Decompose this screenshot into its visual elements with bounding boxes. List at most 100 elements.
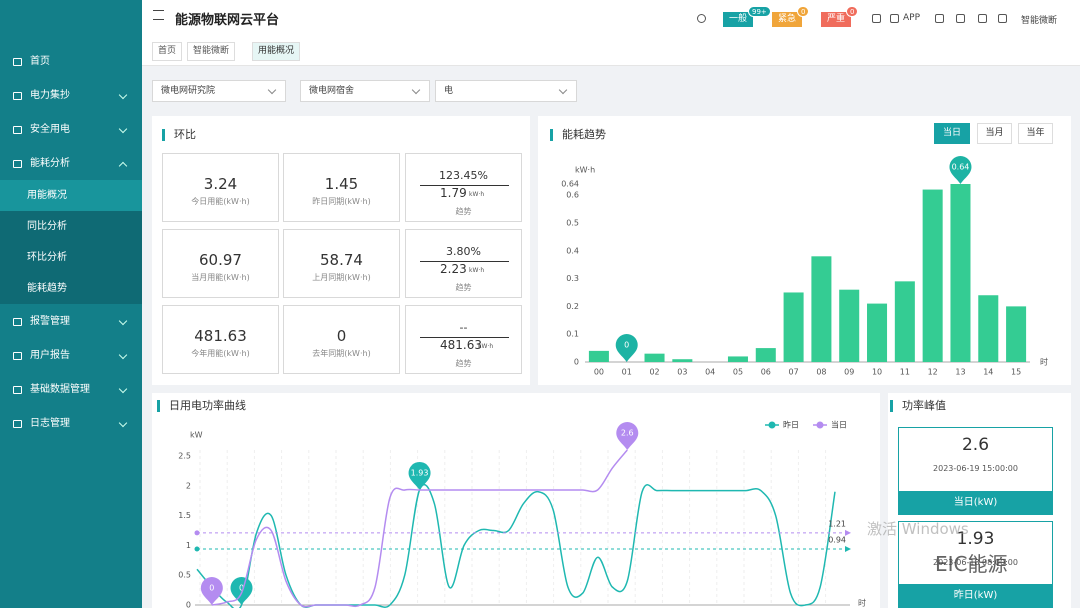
- filter-select[interactable]: 微电网宿舍: [300, 80, 430, 102]
- stat-label: 上月同期(kW·h): [312, 273, 371, 282]
- menu-icon: [13, 352, 22, 360]
- toolbar-icon[interactable]: [978, 14, 987, 23]
- peak-time: 2023-06-19 15:00:00: [933, 464, 1018, 473]
- toolbar-icon[interactable]: [890, 14, 899, 23]
- y-tick-label: 0: [186, 601, 191, 608]
- x-tick-label: 09: [844, 368, 854, 377]
- range-button[interactable]: 当日: [934, 123, 970, 144]
- y-unit: kW·h: [575, 166, 595, 175]
- panel-title: 能耗趋势: [550, 129, 606, 141]
- panel-title: 环比: [162, 129, 196, 141]
- stat-label: 今年用能(kW·h): [191, 349, 250, 358]
- menu-item[interactable]: 用户报告: [0, 340, 142, 372]
- stat-value: 58.74: [320, 251, 363, 269]
- menu-item[interactable]: 日志管理: [0, 408, 142, 440]
- data-pin: [949, 156, 972, 184]
- divider: [420, 185, 509, 186]
- menu-item[interactable]: 基础数据管理: [0, 374, 142, 406]
- y-tick-label: 2.5: [178, 452, 191, 461]
- toolbar-icon[interactable]: [956, 14, 965, 23]
- data-pin: [408, 461, 431, 490]
- panel-title: 功率峰值: [890, 400, 946, 412]
- toolbar-icon[interactable]: [872, 14, 881, 23]
- tab[interactable]: 智能微断: [187, 42, 236, 61]
- x-unit: 时: [1040, 357, 1048, 367]
- menu-item[interactable]: 安全用电: [0, 114, 142, 146]
- bar: [894, 281, 915, 362]
- bar: [922, 189, 943, 362]
- average-label: 0.94: [828, 535, 846, 544]
- stat-value: 3.24: [203, 175, 238, 193]
- x-tick-label: 03: [677, 368, 687, 377]
- trend-card: 123.45% 1.79 kW·h 趋势: [405, 153, 522, 222]
- menu-icon: [13, 92, 22, 100]
- x-tick-label: 04: [705, 368, 715, 377]
- bar: [978, 295, 999, 362]
- trend-card: -- 481.63 kW·h 趋势: [405, 305, 522, 374]
- x-tick-label: 12: [928, 368, 938, 377]
- x-tick-label: 08: [816, 368, 826, 377]
- x-tick-label: 07: [789, 368, 799, 377]
- bar: [672, 359, 693, 362]
- y-tick-label: 0.5: [566, 218, 579, 227]
- power-panel: [152, 393, 880, 608]
- chevron: [267, 85, 277, 95]
- peak-card: 1.93 2023-06-18 08:00:00 昨日(kW): [898, 521, 1053, 608]
- bar: [727, 356, 748, 362]
- x-tick-label: 15: [1011, 368, 1021, 377]
- x-tick-label: 00: [594, 368, 604, 377]
- peak-label: 当日(kW): [899, 491, 1052, 515]
- menu-item[interactable]: 电力集抄: [0, 80, 142, 112]
- bar: [867, 303, 888, 362]
- menu-item[interactable]: 报警管理: [0, 306, 142, 338]
- user-name[interactable]: 智能微断: [1021, 16, 1058, 26]
- menu-item[interactable]: 首页: [0, 46, 142, 78]
- x-tick-label: 05: [733, 368, 743, 377]
- tab[interactable]: 首页: [152, 42, 183, 61]
- stat-value: 0: [336, 327, 347, 345]
- menu-item[interactable]: 能耗分析: [0, 148, 142, 180]
- toolbar-icon[interactable]: [998, 14, 1007, 23]
- submenu-item[interactable]: 环比分析: [0, 242, 142, 273]
- pin-label: 0: [624, 341, 629, 350]
- average-arrow: [845, 545, 851, 552]
- bar: [839, 289, 860, 362]
- submenu-item[interactable]: 能耗趋势: [0, 273, 142, 304]
- stat-label: 昨日同期(kW·h): [312, 197, 371, 206]
- app-link[interactable]: APP: [903, 13, 921, 23]
- trend-value: 2.23: [440, 262, 467, 276]
- submenu-item[interactable]: 用能概况: [0, 180, 142, 211]
- y-tick-label: 0.6: [566, 191, 579, 200]
- menu-toggle[interactable]: [153, 10, 164, 20]
- trend-label: 趋势: [455, 283, 472, 292]
- y-tick-label: 0: [574, 358, 579, 367]
- trend-percent: 3.80%: [446, 245, 481, 258]
- menu-icon: [13, 386, 22, 394]
- menu-icon: [13, 318, 22, 326]
- x-tick-label: 01: [622, 368, 632, 377]
- stat-value: 60.97: [199, 251, 242, 269]
- peak-value: 2.6: [961, 435, 990, 455]
- trend-label: 趋势: [455, 207, 472, 216]
- alert-badge[interactable]: 严重: [821, 12, 852, 27]
- y-tick-label: 2: [186, 481, 191, 490]
- toolbar-icon[interactable]: [935, 14, 944, 23]
- tab[interactable]: 用能概况: [252, 42, 301, 61]
- range-button[interactable]: 当月: [977, 123, 1012, 144]
- alert-badge[interactable]: 一般: [723, 12, 754, 27]
- submenu-item[interactable]: 同比分析: [0, 211, 142, 242]
- bar: [811, 256, 832, 362]
- trend-value: 481.63: [440, 338, 482, 352]
- range-button[interactable]: 当年: [1018, 123, 1053, 144]
- panel-title: 日用电功率曲线: [157, 400, 246, 412]
- x-tick-label: 10: [872, 368, 882, 377]
- search-icon[interactable]: [697, 14, 706, 23]
- stat-card: 3.24 今日用能(kW·h): [162, 153, 279, 222]
- pin-label: 0: [209, 584, 214, 593]
- filter-select[interactable]: 微电网研究院: [152, 80, 286, 102]
- alert-count: 0: [846, 6, 859, 17]
- filter-select[interactable]: 电: [435, 80, 577, 102]
- alert-badge[interactable]: 紧急: [772, 12, 803, 27]
